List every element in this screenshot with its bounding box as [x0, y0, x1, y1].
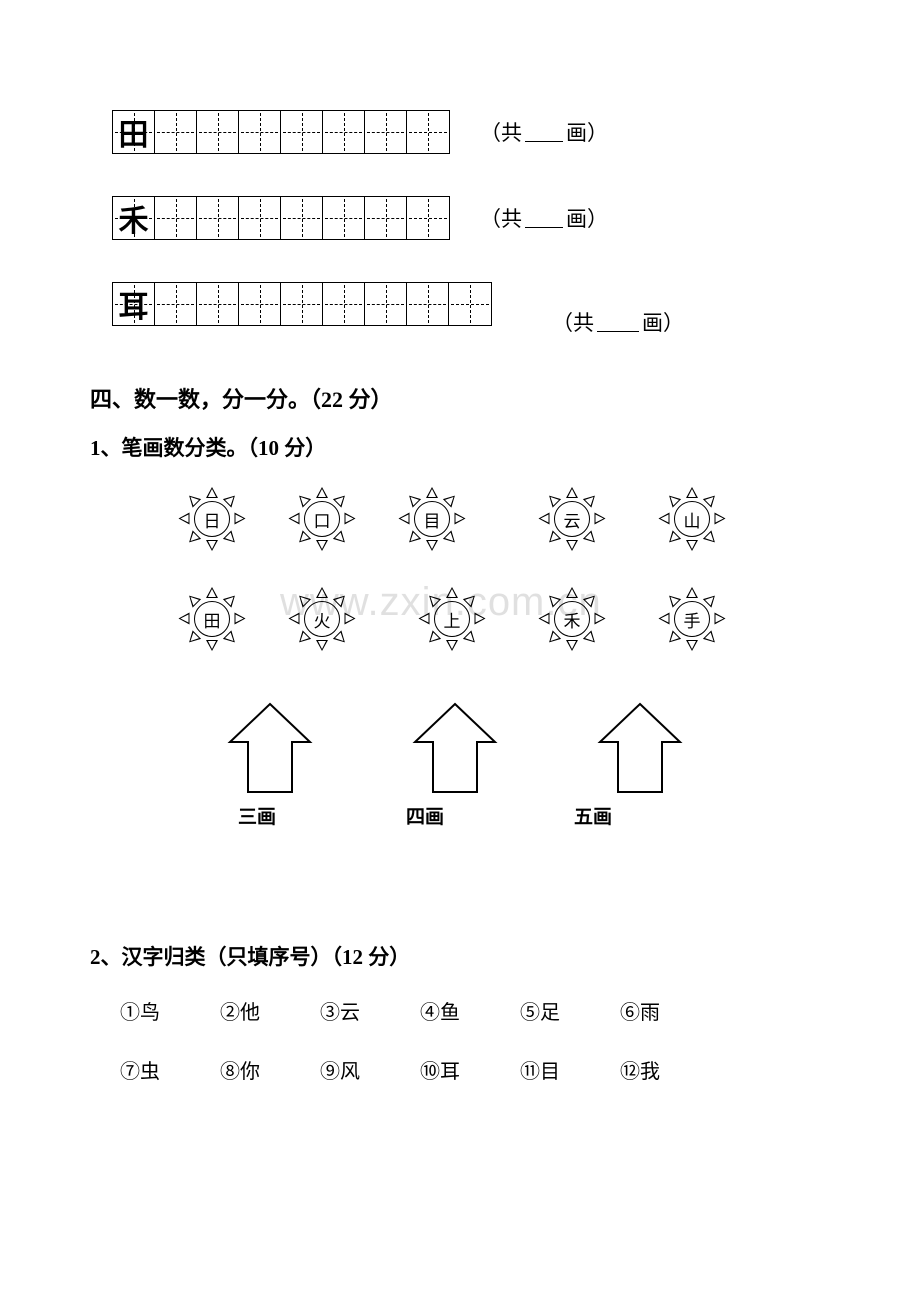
cell-char: 禾: [113, 197, 155, 239]
sun-char: 云: [554, 501, 590, 537]
cell-blank[interactable]: [155, 197, 197, 239]
up-arrow-icon: [410, 702, 500, 797]
stroke-count-answer: （共 画）: [480, 117, 608, 147]
up-arrow-icon: [225, 702, 315, 797]
blank-fill[interactable]: [525, 141, 563, 142]
paren-open: （共: [552, 311, 594, 335]
cell-blank[interactable]: [323, 197, 365, 239]
option-item: ⑫我: [620, 1055, 660, 1084]
up-arrow-icon: [595, 702, 685, 797]
option-item: ②他: [220, 996, 260, 1025]
option-item: ⑤足: [520, 996, 560, 1025]
options-area: ①鸟 ②他 ③云 ④鱼 ⑤足 ⑥雨 ⑦虫 ⑧你 ⑨风 ⑩耳 ⑪目 ⑫我: [120, 996, 830, 1084]
sun-char: 火: [304, 601, 340, 637]
sun-icon: 日: [180, 487, 244, 551]
sun-char: 上: [434, 601, 470, 637]
stroke-row-er: 耳 （共 画）: [90, 282, 830, 337]
cell-blank[interactable]: [155, 111, 197, 153]
arrow-labels: 三画 四画 五画: [238, 802, 830, 829]
sun-char: 田: [194, 601, 230, 637]
cell-blank[interactable]: [155, 283, 197, 325]
question-1-label: 1、笔画数分类。（10 分）: [90, 432, 830, 462]
paren-close: 画）: [566, 207, 608, 231]
stroke-count-answer: （共 画）: [480, 203, 608, 233]
question-2-label: 2、汉字归类（只填序号）（12 分）: [90, 941, 830, 971]
option-item: ④鱼: [420, 996, 460, 1025]
option-item: ③云: [320, 996, 360, 1025]
section-4-title: 四、数一数，分一分。（22 分）: [90, 382, 830, 414]
stroke-count-answer: （共 画）: [552, 307, 684, 337]
sun-diagram: 日 口 目 云 山 田 火 上 禾 手: [180, 487, 780, 687]
stroke-row-tian: 田 （共 画）: [90, 110, 830, 154]
cell-blank[interactable]: [197, 197, 239, 239]
sun-char: 手: [674, 601, 710, 637]
cell-blank[interactable]: [365, 283, 407, 325]
cell-blank[interactable]: [407, 197, 449, 239]
sun-icon: 手: [660, 587, 724, 651]
option-item: ⑧你: [220, 1055, 260, 1084]
char-label: 田: [119, 110, 149, 154]
sun-icon: 目: [400, 487, 464, 551]
cell-blank[interactable]: [407, 283, 449, 325]
arrow-row: [225, 702, 830, 797]
grid-er: 耳: [112, 282, 492, 326]
cell-char: 田: [113, 111, 155, 153]
blank-fill[interactable]: [597, 331, 639, 332]
option-item: ⑥雨: [620, 996, 660, 1025]
cell-blank[interactable]: [239, 197, 281, 239]
paren-open: （共: [480, 121, 522, 145]
cell-blank[interactable]: [281, 111, 323, 153]
grid-he: 禾: [112, 196, 450, 240]
option-item: ⑨风: [320, 1055, 360, 1084]
cell-char: 耳: [113, 283, 155, 325]
blank-fill[interactable]: [525, 227, 563, 228]
sun-char: 目: [414, 501, 450, 537]
char-label: 耳: [119, 282, 149, 326]
sun-icon: 山: [660, 487, 724, 551]
sun-icon: 火: [290, 587, 354, 651]
cell-blank[interactable]: [323, 111, 365, 153]
sun-icon: 上: [420, 587, 484, 651]
cell-blank[interactable]: [281, 283, 323, 325]
sun-icon: 田: [180, 587, 244, 651]
option-item: ⑪目: [520, 1055, 560, 1084]
cell-blank[interactable]: [197, 111, 239, 153]
grid-tian: 田: [112, 110, 450, 154]
option-item: ①鸟: [120, 996, 160, 1025]
cell-blank[interactable]: [197, 283, 239, 325]
option-row-1: ①鸟 ②他 ③云 ④鱼 ⑤足 ⑥雨: [120, 996, 830, 1025]
label-4-strokes: 四画: [406, 802, 444, 829]
cell-blank[interactable]: [449, 283, 491, 325]
paren-close: 画）: [642, 311, 684, 335]
cell-blank[interactable]: [239, 111, 281, 153]
cell-blank[interactable]: [407, 111, 449, 153]
sun-char: 禾: [554, 601, 590, 637]
stroke-row-he: 禾 （共 画）: [90, 196, 830, 240]
option-item: ⑩耳: [420, 1055, 460, 1084]
sun-char: 山: [674, 501, 710, 537]
label-5-strokes: 五画: [574, 802, 612, 829]
label-3-strokes: 三画: [238, 802, 276, 829]
stroke-grid-section: 田 （共画） 禾 （共画） 耳: [90, 110, 830, 337]
sun-icon: 口: [290, 487, 354, 551]
sun-icon: 云: [540, 487, 604, 551]
option-row-2: ⑦虫 ⑧你 ⑨风 ⑩耳 ⑪目 ⑫我: [120, 1055, 830, 1084]
paren-close: 画）: [566, 121, 608, 145]
cell-blank[interactable]: [365, 197, 407, 239]
sun-char: 口: [304, 501, 340, 537]
cell-blank[interactable]: [281, 197, 323, 239]
cell-blank[interactable]: [365, 111, 407, 153]
cell-blank[interactable]: [239, 283, 281, 325]
paren-open: （共: [480, 207, 522, 231]
sun-icon: 禾: [540, 587, 604, 651]
char-label: 禾: [119, 196, 149, 240]
cell-blank[interactable]: [323, 283, 365, 325]
sun-char: 日: [194, 501, 230, 537]
option-item: ⑦虫: [120, 1055, 160, 1084]
